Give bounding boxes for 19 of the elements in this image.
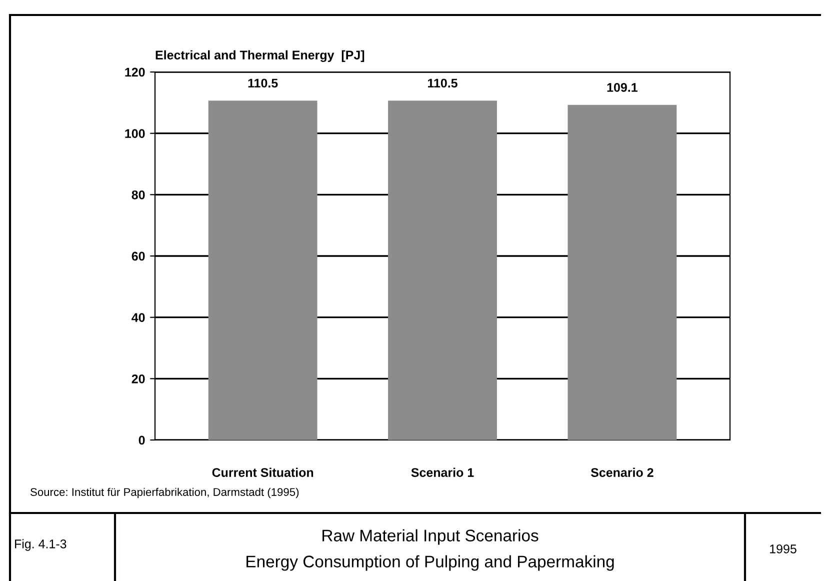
y-axis-title: Electrical and Thermal Energy [PJ] (156, 50, 364, 62)
text: 1995 (770, 544, 796, 554)
y-tick-label: 60 (132, 252, 145, 261)
text: Raw Material Input Scenarios (322, 529, 538, 545)
x-tick-label: Current Situation (212, 468, 314, 477)
caption: Fig. 4.1-3 (15, 539, 66, 551)
y-tick-label: 20 (132, 374, 145, 384)
data-label: 109.1 (607, 82, 638, 92)
data-label: 110.5 (248, 78, 278, 88)
y-tick-label: 80 (132, 190, 145, 200)
x-tick-label: Scenario 2 (590, 468, 654, 477)
x-tick-label: Scenario 1 (411, 468, 474, 477)
y-tick-label: 40 (132, 313, 145, 322)
text: Energy Consumption of Pulping and Papermaking (246, 555, 614, 571)
y-tick-label: 120 (125, 68, 145, 77)
y-tick-label: 100 (125, 129, 145, 138)
source-note: Source: Institut für Papierfabrikation, Darmstadt (1995) (30, 488, 299, 498)
data-label: 110.5 (428, 78, 458, 88)
y-tick-label: 0 (138, 436, 145, 445)
